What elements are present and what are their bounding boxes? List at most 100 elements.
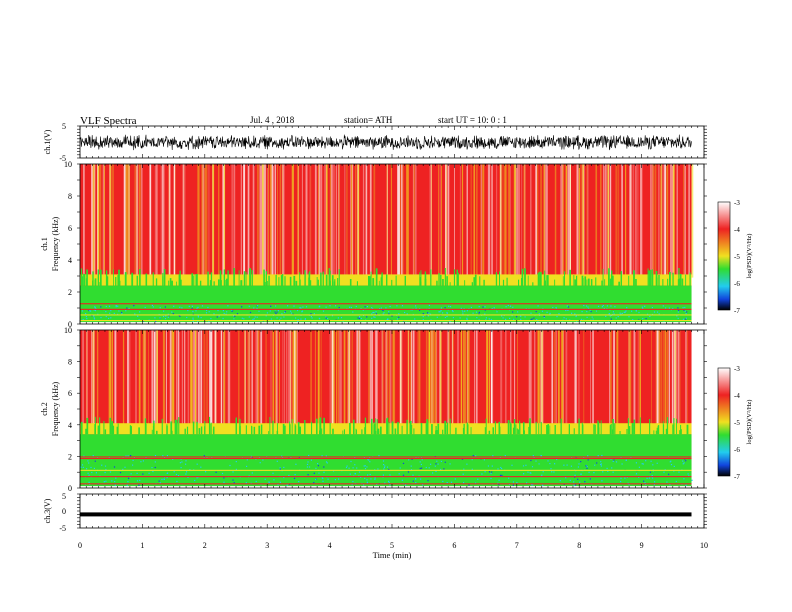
spectrogram-speckle bbox=[509, 305, 512, 307]
spectrogram-speckle bbox=[148, 472, 150, 474]
spectrogram-stripe bbox=[504, 164, 507, 278]
spectrogram-green-spike bbox=[554, 279, 556, 286]
spectrogram-speckle bbox=[578, 463, 580, 465]
spectrogram-speckle bbox=[682, 460, 684, 462]
spectrogram-stripe bbox=[112, 164, 114, 278]
spectrogram-speckle bbox=[379, 308, 381, 310]
spectrogram-speckle bbox=[549, 313, 551, 315]
spectrogram-stripe bbox=[162, 330, 165, 427]
spectrogram-speckle bbox=[93, 467, 95, 469]
spectrogram-stripe bbox=[153, 330, 156, 427]
spectrogram-stripe bbox=[86, 330, 88, 427]
spectrogram-speckle bbox=[422, 313, 424, 315]
spectrogram-speckle bbox=[279, 468, 281, 470]
spectrogram-speckle bbox=[685, 484, 687, 486]
spectrogram-green-spike bbox=[618, 281, 620, 286]
spectrogram-green-band bbox=[80, 434, 692, 488]
spectrogram-green-spike bbox=[527, 275, 529, 286]
spectrogram-speckle bbox=[677, 317, 679, 319]
spectrogram-speckle bbox=[216, 316, 218, 318]
spectrogram-green-spike bbox=[620, 271, 622, 286]
ch2-ytick-10: 10 bbox=[64, 326, 72, 335]
spectrogram-speckle bbox=[192, 320, 194, 322]
spectrogram-speckle bbox=[614, 306, 616, 308]
spectrogram-speckle bbox=[197, 306, 199, 308]
spectrogram-speckle bbox=[466, 318, 468, 321]
spectrogram-green-spike bbox=[329, 278, 330, 286]
spectrogram-speckle bbox=[382, 474, 384, 476]
spectrogram-stripe bbox=[111, 330, 113, 427]
spectrogram-speckle bbox=[197, 316, 199, 318]
spectrogram-speckle bbox=[321, 477, 323, 479]
spectrogram-speckle bbox=[173, 305, 175, 307]
spectrogram-stripe bbox=[637, 330, 639, 427]
xtick-0: 0 bbox=[78, 541, 82, 550]
spectrogram-green-spike bbox=[225, 279, 227, 286]
spectrogram-green-spike bbox=[651, 269, 653, 286]
spectrogram-speckle bbox=[185, 463, 187, 465]
spectrogram-green-spike bbox=[519, 420, 521, 435]
spectrogram-speckle bbox=[484, 313, 486, 315]
spectrogram-green-spike bbox=[106, 276, 109, 286]
spectrogram-speckle bbox=[187, 310, 189, 312]
spectrogram-speckle bbox=[583, 304, 585, 307]
spectrogram-stripe bbox=[650, 164, 652, 278]
spectrogram-stripe bbox=[496, 164, 498, 278]
spectrogram-green-spike bbox=[309, 280, 312, 286]
spectrogram-green-spike bbox=[466, 422, 468, 435]
spectrogram-speckle bbox=[94, 306, 96, 308]
spectrogram-speckle bbox=[444, 316, 446, 319]
spectrogram-green-spike bbox=[419, 272, 421, 286]
spectrogram-stripe bbox=[510, 330, 512, 427]
spectrogram-speckle bbox=[308, 454, 310, 457]
spectrogram-speckle bbox=[643, 480, 645, 482]
spectrogram-speckle bbox=[367, 474, 369, 476]
xtick-3: 3 bbox=[265, 541, 269, 550]
spectrogram-stripe bbox=[193, 330, 195, 427]
spectrogram-speckle bbox=[511, 315, 513, 317]
ch2-cb-tick-5: -5 bbox=[734, 419, 740, 427]
spectrogram-green-spike bbox=[111, 421, 113, 435]
spectrogram-speckle bbox=[440, 310, 442, 312]
spectrogram-green-spike bbox=[86, 417, 89, 435]
spectrogram-speckle bbox=[621, 312, 623, 314]
spectrogram-stripe bbox=[203, 330, 206, 427]
spectrogram-speckle bbox=[682, 463, 684, 465]
spectrogram-speckle bbox=[462, 311, 464, 313]
spectrogram-green-spike bbox=[319, 417, 321, 435]
spectrogram-speckle bbox=[164, 318, 167, 320]
spectrogram-green-spike bbox=[560, 418, 562, 435]
spectrogram-speckle bbox=[575, 315, 577, 318]
spectrogram-green-spike bbox=[647, 268, 649, 286]
spectrogram-speckle bbox=[556, 458, 558, 461]
spectrogram-speckle bbox=[624, 477, 626, 479]
ch1-waveform-ylabel: ch.1(V) bbox=[43, 129, 52, 154]
spectrogram-speckle bbox=[311, 317, 313, 319]
spectrogram-speckle bbox=[678, 309, 680, 311]
ch1-channel-label: ch.1 bbox=[40, 237, 49, 251]
spectrogram-stripe bbox=[486, 330, 488, 427]
spectrogram-speckle bbox=[520, 318, 522, 320]
spectrogram-stripe bbox=[546, 164, 548, 278]
spectrogram-green-spike bbox=[538, 423, 540, 435]
spectrogram-stripe bbox=[211, 330, 213, 427]
spectrogram-stripe bbox=[270, 330, 272, 427]
spectrogram-speckle bbox=[87, 472, 89, 474]
spectrogram-speckle bbox=[357, 317, 359, 319]
spectrogram-speckle bbox=[466, 310, 468, 312]
spectrogram-green-spike bbox=[319, 430, 321, 435]
spectrogram-speckle bbox=[374, 478, 376, 480]
spectrogram-speckle bbox=[499, 474, 502, 476]
spectrogram-green-spike bbox=[604, 279, 606, 286]
spectrogram-green-spike bbox=[537, 272, 540, 286]
spectrogram-green-spike bbox=[213, 281, 215, 286]
spectrogram-speckle bbox=[366, 306, 368, 308]
spectrogram-stripe bbox=[350, 164, 351, 278]
spectrogram-speckle bbox=[352, 467, 354, 469]
spectrogram-speckle bbox=[280, 317, 282, 319]
spectrogram-green-spike bbox=[376, 419, 378, 435]
spectrogram-speckle bbox=[547, 460, 549, 462]
spectrogram-green-spike bbox=[115, 277, 117, 286]
ch2-frequency-ylabel: Frequency (kHz) bbox=[51, 381, 60, 436]
time-axis-tick-labels: 0 1 2 3 4 5 6 7 8 9 10 bbox=[78, 541, 708, 550]
